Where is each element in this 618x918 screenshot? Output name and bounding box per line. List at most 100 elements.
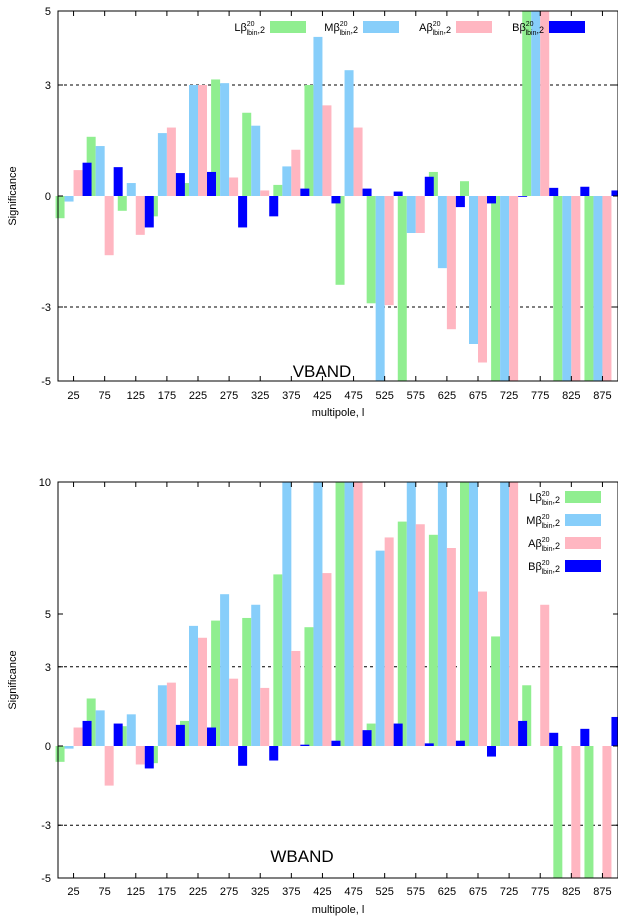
bar-M-725 xyxy=(500,196,510,381)
bar-L-275 xyxy=(211,79,221,196)
y-tick-label: 3 xyxy=(45,662,51,674)
bar-M-425 xyxy=(313,36,323,197)
bar-L-875 xyxy=(584,746,594,878)
legend-label: Aβ20 lbin,2 xyxy=(528,537,560,553)
bar-B-325 xyxy=(269,746,279,761)
bar-M-225 xyxy=(189,625,198,746)
bar-L-525 xyxy=(366,196,376,304)
bar-M-575 xyxy=(406,196,416,233)
bar-B-25 xyxy=(82,720,92,746)
legend-swatch xyxy=(456,21,492,33)
bar-A-225 xyxy=(198,637,207,746)
bar-A-775 xyxy=(540,11,550,196)
bar-B-225 xyxy=(207,171,216,196)
wband-panel: -5 -3 0 3 5 10 25 75 125 175 225 275 325 375 425 475 52… xyxy=(7,477,618,916)
legend-entry-A: Aβ20 lbin,2 xyxy=(528,537,601,553)
bar-A-75 xyxy=(104,746,114,786)
bar-B-625 xyxy=(455,196,465,208)
x-tick-label: 775 xyxy=(531,390,549,402)
legend-label: Mβ20 lbin,2 xyxy=(526,514,560,530)
y-axis-label: Significance xyxy=(7,650,19,709)
bar-B-475 xyxy=(362,730,372,746)
bar-A-475 xyxy=(353,127,363,196)
bar-L-675 xyxy=(460,482,469,746)
bar-A-275 xyxy=(229,177,239,196)
bar-B-525 xyxy=(393,723,403,746)
bar-B-275 xyxy=(238,746,248,766)
y-axis-label: Significance xyxy=(7,166,19,225)
x-tick-label: 375 xyxy=(282,390,300,402)
x-tick-label: 475 xyxy=(344,390,362,402)
bar-L-575 xyxy=(397,521,407,746)
x-tick-label: 275 xyxy=(220,390,238,402)
bar-B-75 xyxy=(113,723,123,746)
y-tick-label: 5 xyxy=(45,6,51,18)
x-axis-label: multipole, l xyxy=(312,904,365,916)
bar-M-725 xyxy=(500,482,510,746)
bar-B-725 xyxy=(518,720,528,746)
bar-M-675 xyxy=(469,482,478,746)
bar-L-875 xyxy=(584,196,594,381)
bar-A-25 xyxy=(73,727,83,746)
bar-M-25 xyxy=(64,746,74,749)
bar-B-275 xyxy=(238,196,248,228)
bar-M-525 xyxy=(375,550,385,746)
x-axis-ticks: 25 75 125 175 225 275 325 375 425 475 525 575 625 675… xyxy=(67,482,612,898)
x-tick-label: 325 xyxy=(251,886,269,898)
bar-M-475 xyxy=(344,482,354,746)
legend-swatch xyxy=(549,21,585,33)
bar-A-175 xyxy=(166,682,176,746)
bar-A-325 xyxy=(260,687,270,746)
x-tick-label: 725 xyxy=(500,390,518,402)
bar-B-675 xyxy=(487,746,496,757)
x-tick-label: 575 xyxy=(407,390,425,402)
legend-swatch xyxy=(565,560,601,572)
x-tick-label: 575 xyxy=(407,886,425,898)
bar-A-175 xyxy=(166,127,176,196)
y-tick-label: 10 xyxy=(39,477,51,489)
bar-A-775 xyxy=(540,604,550,746)
legend-entry-B: Bβ20 lbin,2 xyxy=(528,560,601,576)
x-tick-label: 175 xyxy=(158,390,176,402)
bar-A-275 xyxy=(229,678,239,746)
bar-A-825 xyxy=(571,746,581,878)
bar-B-125 xyxy=(144,196,154,228)
bar-A-525 xyxy=(384,196,394,306)
bar-L-675 xyxy=(460,181,469,196)
bar-A-575 xyxy=(415,196,425,233)
legend-entry-A: Aβ20 lbin,2 xyxy=(419,21,492,37)
bar-B-525 xyxy=(393,191,403,196)
x-tick-label: 425 xyxy=(313,390,331,402)
bar-L-775 xyxy=(522,11,532,196)
x-tick-label: 475 xyxy=(344,886,362,898)
bar-B-375 xyxy=(300,744,310,746)
bar-L-425 xyxy=(304,85,314,196)
bar-L-725 xyxy=(491,636,501,746)
bar-L-25 xyxy=(55,196,65,219)
x-tick-label: 525 xyxy=(375,390,393,402)
y-tick-label: 0 xyxy=(45,191,51,203)
bars xyxy=(55,482,618,878)
bar-M-325 xyxy=(251,125,261,196)
bar-L-375 xyxy=(273,184,283,196)
bar-L-325 xyxy=(242,112,252,196)
y-tick-label: -3 xyxy=(41,820,51,832)
legend-swatch xyxy=(363,21,399,33)
bar-A-825 xyxy=(571,196,581,381)
y-axis-ticks: -5 -3 0 3 5 10 xyxy=(39,477,618,885)
bar-M-375 xyxy=(282,482,292,746)
bar-L-625 xyxy=(428,534,438,746)
bars xyxy=(55,11,618,381)
x-tick-label: 375 xyxy=(282,886,300,898)
bar-M-125 xyxy=(126,714,136,746)
bar-M-575 xyxy=(406,482,416,746)
plot-frame xyxy=(57,481,618,879)
bar-M-275 xyxy=(220,83,230,196)
bar-B-775 xyxy=(549,187,559,196)
legend-entry-M: Mβ20 lbin,2 xyxy=(324,21,399,37)
x-tick-label: 825 xyxy=(562,886,580,898)
bar-L-375 xyxy=(273,574,283,746)
bar-B-625 xyxy=(455,740,465,746)
